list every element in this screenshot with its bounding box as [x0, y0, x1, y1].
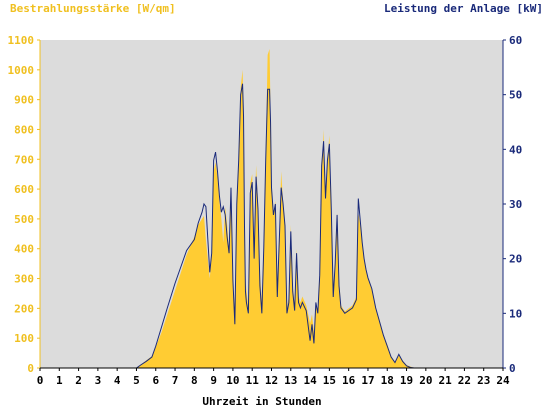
x-tick-label: 3 [95, 374, 102, 387]
x-tick-label: 22 [458, 374, 471, 387]
x-tick-label: 16 [342, 374, 356, 387]
left-tick-label: 600 [14, 183, 34, 196]
power-line-layer [40, 83, 503, 369]
right-tick-label: 10 [509, 307, 522, 320]
x-tick-label: 23 [477, 374, 490, 387]
right-axis-title: Leistung der Anlage [kW] [384, 2, 543, 15]
left-tick-label: 1000 [8, 64, 35, 77]
right-tick-label: 0 [509, 362, 516, 375]
left-tick-label: 700 [14, 153, 34, 166]
left-tick-label: 900 [14, 94, 34, 107]
left-tick-label: 200 [14, 302, 34, 315]
irradiance-area-layer [40, 48, 503, 368]
left-tick-label: 100 [14, 332, 34, 345]
x-tick-label: 13 [284, 374, 297, 387]
x-tick-label: 8 [191, 374, 198, 387]
x-tick-label: 14 [303, 374, 317, 387]
left-tick-label: 300 [14, 273, 34, 286]
x-tick-label: 12 [265, 374, 278, 387]
ticks-layer: 0100200300400500600700800900100011000102… [8, 34, 523, 387]
x-tick-label: 5 [133, 374, 140, 387]
x-axis-title: Uhrzeit in Stunden [202, 395, 321, 408]
right-tick-label: 50 [509, 89, 522, 102]
x-tick-label: 9 [210, 374, 217, 387]
right-tick-label: 60 [509, 34, 522, 47]
left-tick-label: 500 [14, 213, 34, 226]
x-tick-label: 18 [381, 374, 394, 387]
left-axis-title: Bestrahlungsstärke [W/qm] [10, 2, 176, 15]
left-tick-label: 800 [14, 123, 34, 136]
x-tick-label: 11 [246, 374, 260, 387]
x-tick-label: 17 [361, 374, 374, 387]
x-tick-label: 6 [152, 374, 159, 387]
left-tick-label: 400 [14, 243, 34, 256]
x-tick-label: 0 [37, 374, 44, 387]
right-tick-label: 20 [509, 253, 522, 266]
x-tick-label: 24 [496, 374, 510, 387]
power-line-series [40, 83, 503, 369]
x-tick-label: 20 [419, 374, 432, 387]
x-tick-label: 4 [114, 374, 121, 387]
x-tick-label: 2 [75, 374, 82, 387]
x-tick-label: 19 [400, 374, 413, 387]
x-tick-label: 21 [439, 374, 453, 387]
left-tick-label: 1100 [8, 34, 35, 47]
right-tick-label: 40 [509, 143, 522, 156]
irradiance-area-series [40, 48, 503, 368]
x-tick-label: 7 [172, 374, 179, 387]
right-tick-label: 30 [509, 198, 522, 211]
x-tick-label: 1 [56, 374, 63, 387]
x-tick-label: 15 [323, 374, 336, 387]
left-tick-label: 0 [27, 362, 34, 375]
x-tick-label: 10 [226, 374, 239, 387]
